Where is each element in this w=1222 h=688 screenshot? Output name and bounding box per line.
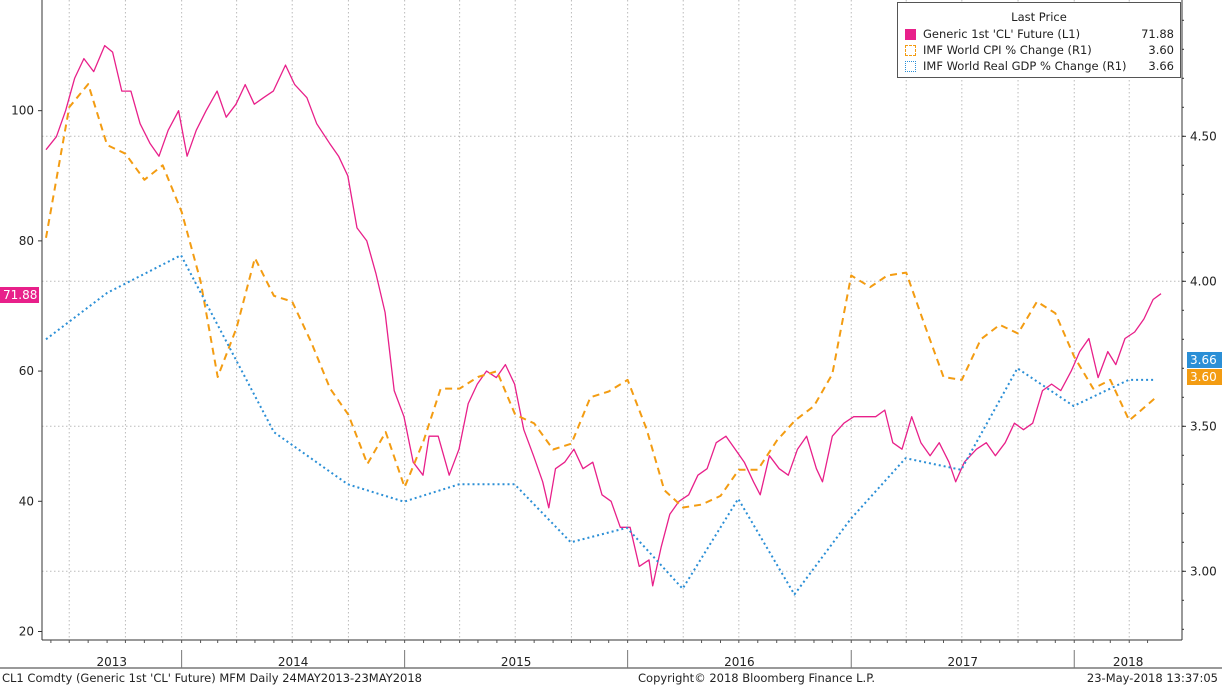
legend-item-cpi: IMF World CPI % Change (R1) 3.60 bbox=[903, 43, 1174, 58]
legend: Last Price Generic 1st 'CL' Future (L1) … bbox=[897, 2, 1181, 78]
legend-value-gdp: 3.66 bbox=[1148, 59, 1174, 73]
axes bbox=[0, 0, 1222, 669]
last-value-tag-gdp: 3.66 bbox=[1187, 352, 1222, 368]
year-label: 2017 bbox=[947, 655, 978, 669]
left-tick-label: 60 bbox=[19, 364, 34, 378]
left-tick-label: 80 bbox=[19, 234, 34, 248]
left-tick-label: 20 bbox=[19, 624, 34, 638]
footer-copyright: Copyright© 2018 Bloomberg Finance L.P. bbox=[638, 671, 875, 685]
left-tick-label: 40 bbox=[19, 494, 34, 508]
right-tick-label: 4.50 bbox=[1190, 129, 1217, 143]
gridlines bbox=[42, 0, 1182, 640]
legend-value-cl-future: 71.88 bbox=[1141, 27, 1174, 41]
last-value-tag-cpi: 3.60 bbox=[1187, 369, 1222, 385]
legend-item-gdp: IMF World Real GDP % Change (R1) 3.66 bbox=[903, 59, 1174, 74]
legend-swatch-cl-future bbox=[905, 29, 916, 40]
footer-ticker: CL1 Comdty (Generic 1st 'CL' Future) MFM… bbox=[2, 671, 422, 685]
year-label: 2016 bbox=[724, 655, 755, 669]
series-line-0 bbox=[45, 44, 1162, 587]
right-tick-label: 3.00 bbox=[1190, 564, 1217, 578]
series-line-1 bbox=[45, 83, 1157, 509]
year-label: 2018 bbox=[1113, 655, 1144, 669]
series-line-2 bbox=[45, 254, 1157, 596]
last-value-tag-cl: 71.88 bbox=[0, 287, 39, 303]
legend-swatch-gdp bbox=[905, 61, 916, 72]
year-label: 2015 bbox=[501, 655, 532, 669]
year-label: 2014 bbox=[278, 655, 309, 669]
legend-value-cpi: 3.60 bbox=[1148, 43, 1174, 57]
legend-title: Last Price bbox=[1011, 10, 1067, 24]
legend-label-cpi: IMF World CPI % Change (R1) bbox=[923, 43, 1092, 57]
legend-label-gdp: IMF World Real GDP % Change (R1) bbox=[923, 59, 1127, 73]
legend-item-cl-future: Generic 1st 'CL' Future (L1) 71.88 bbox=[903, 27, 1174, 42]
series-layer bbox=[45, 44, 1162, 596]
footer-timestamp: 23-May-2018 13:37:05 bbox=[1086, 671, 1218, 685]
year-label: 2013 bbox=[97, 655, 128, 669]
right-tick-label: 3.50 bbox=[1190, 419, 1217, 433]
legend-swatch-cpi bbox=[905, 45, 916, 56]
tick-labels: 20 40 60 80 100 3.00 3.50 4.00 4.50 2013 2014 2015 2… bbox=[11, 104, 1217, 669]
right-tick-label: 4.00 bbox=[1190, 274, 1217, 288]
left-tick-label: 100 bbox=[11, 104, 34, 118]
legend-label-cl-future: Generic 1st 'CL' Future (L1) bbox=[923, 27, 1081, 41]
